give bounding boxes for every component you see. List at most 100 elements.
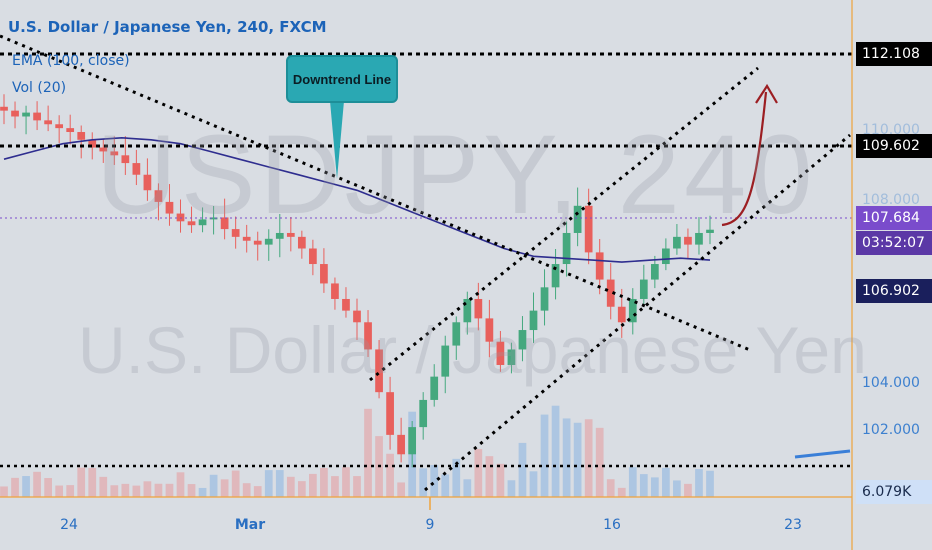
volume-bar [364,408,372,497]
trendlines[interactable] [0,34,851,492]
candle-body [44,120,52,125]
candle-body [121,155,130,164]
candle-body [99,147,108,152]
candle-body [695,232,703,245]
candle-body [22,112,30,117]
candle-body [419,399,428,428]
volume-indicator-label[interactable]: Vol (20) [12,80,67,96]
volume-bar [187,484,196,497]
volume-bar [165,483,174,497]
candle-body [518,330,527,350]
volume-bar [286,476,295,497]
volume-bar [518,442,527,497]
time-tick-label: 9 [425,517,435,533]
candle-body [309,248,317,265]
candle-body [154,190,163,202]
candle-body [573,205,582,233]
volume-bar [573,422,582,497]
candle-body [132,163,141,175]
volume-bar [264,470,273,497]
volume-bar [386,453,394,497]
candle-body [342,298,350,311]
price-tick-label: 102.000 [862,422,920,438]
ema-indicator-label[interactable]: EMA (100, close) [12,53,130,69]
current-price-label[interactable]: 107.684 [856,206,932,230]
projection-arrow-curve [721,91,768,227]
candle-body [617,306,626,323]
candle-body [584,205,593,253]
volume-bar [430,465,439,497]
volume-bar [143,481,152,497]
candle-body [331,283,339,299]
volume-bar [176,472,185,497]
volume-bar [110,485,119,497]
level-label-mid[interactable]: 109.602 [856,134,932,158]
downtrend-callout[interactable]: Downtrend Line [286,55,398,103]
volume-bar [639,474,648,497]
candle-body [540,287,549,311]
volume-bar [595,427,604,497]
candle-body [529,310,538,331]
volume-bar [309,473,317,497]
candle-body [507,349,516,365]
candle-body [242,236,251,241]
candle-body [110,151,119,156]
level-label-high[interactable]: 112.108 [856,42,932,66]
candle-body [485,318,494,342]
volume-bar [11,477,19,497]
volume-bar [66,485,75,497]
channel-upper-line[interactable] [369,66,759,382]
volume-bar [463,479,472,497]
candle-body [320,264,328,284]
time-tick-label: 16 [603,517,621,533]
projection-arrow[interactable] [721,83,778,227]
candle-body [253,240,262,245]
volume-bar [673,480,681,497]
volume-bar [441,474,450,497]
ema-value-label[interactable]: 106.902 [856,279,932,303]
volume-bar [529,471,538,497]
volume-bar [650,477,659,497]
horizontal-levels [0,52,852,468]
candle-body [639,279,648,299]
volume-bar [662,467,670,497]
volume-bar [397,482,405,497]
chart-title[interactable]: U.S. Dollar / Japanese Yen, 240, FXCM [8,18,327,36]
volume-bar [419,468,428,497]
volume-value-label: 6.079K [856,480,932,504]
volume-bar [485,456,494,497]
volume-bar [297,481,306,497]
volume-bar [695,469,703,497]
watermark-symbol: USDJPY, 240 [96,112,817,237]
candle-body [286,232,295,237]
blue-drawing-segment [794,449,851,459]
volume-bar [55,485,64,497]
candle-body [297,236,306,249]
candle-body [496,341,505,365]
time-tick-label: 24 [60,517,78,533]
candle-body [231,229,240,237]
candle-body [0,106,8,111]
volume-bar [121,483,130,497]
candle-body [375,349,383,393]
volume-bar [684,483,692,497]
candle-body [562,232,571,265]
volume-bar [99,476,108,497]
volume-bar [474,449,483,497]
ema-line [3,136,711,263]
volume-bar [452,458,461,497]
volume-bar [209,474,218,497]
candle-body [55,124,64,129]
candle-body [33,112,41,121]
volume-bar [231,470,240,497]
candle-body [386,392,394,435]
volume-bar [331,476,339,497]
price-tick-label: 104.000 [862,375,920,391]
arrow-head-icon [755,83,778,104]
candle-body [264,238,273,245]
volume-bar [342,467,350,497]
volume-bar [320,467,328,497]
volume-bar [242,483,251,497]
